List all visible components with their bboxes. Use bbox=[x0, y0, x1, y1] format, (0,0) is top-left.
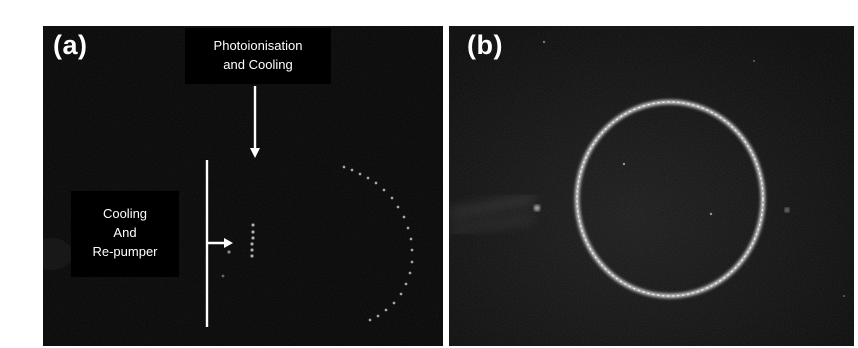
stray-ion bbox=[221, 274, 225, 278]
stray-point bbox=[542, 40, 546, 44]
sensor-noise bbox=[449, 26, 854, 346]
bright-spot bbox=[534, 205, 540, 211]
ion-ring-arc bbox=[342, 165, 414, 322]
ion-string-center bbox=[249, 222, 256, 259]
stray-point bbox=[843, 295, 845, 297]
photoionisation-label-box bbox=[185, 28, 331, 84]
repumper-arrow-head bbox=[224, 238, 233, 248]
panel-a-label: (a) bbox=[53, 30, 88, 60]
stray-ion bbox=[227, 250, 231, 254]
cooling-repumper-label: Cooling And Re-pumper bbox=[71, 204, 179, 261]
panel-b-image bbox=[449, 26, 854, 346]
cooling-repumper-line3: Re-pumper bbox=[92, 244, 158, 259]
panel-b: (b) bbox=[449, 26, 854, 346]
photoionisation-label: Photoionisation and Cooling bbox=[185, 36, 331, 74]
stray-point bbox=[709, 212, 713, 216]
panel-a: Photoionisation and Cooling Cooling And … bbox=[43, 26, 443, 346]
stray-point bbox=[753, 60, 755, 62]
bright-spot bbox=[784, 207, 790, 213]
ion-crystal-ring-detail bbox=[576, 101, 764, 297]
scatter-streaks bbox=[449, 195, 535, 234]
photoionisation-line2: and Cooling bbox=[223, 57, 293, 72]
photoionisation-line1: Photoionisation bbox=[213, 38, 303, 53]
cooling-repumper-line1: Cooling bbox=[102, 206, 148, 221]
photoionisation-arrow-head bbox=[250, 148, 260, 158]
stray-point bbox=[622, 162, 626, 166]
cooling-repumper-label-box bbox=[71, 191, 179, 277]
scatter-glow bbox=[43, 238, 73, 270]
cooling-repumper-line2: And bbox=[113, 225, 137, 240]
panel-b-label: (b) bbox=[467, 30, 503, 60]
